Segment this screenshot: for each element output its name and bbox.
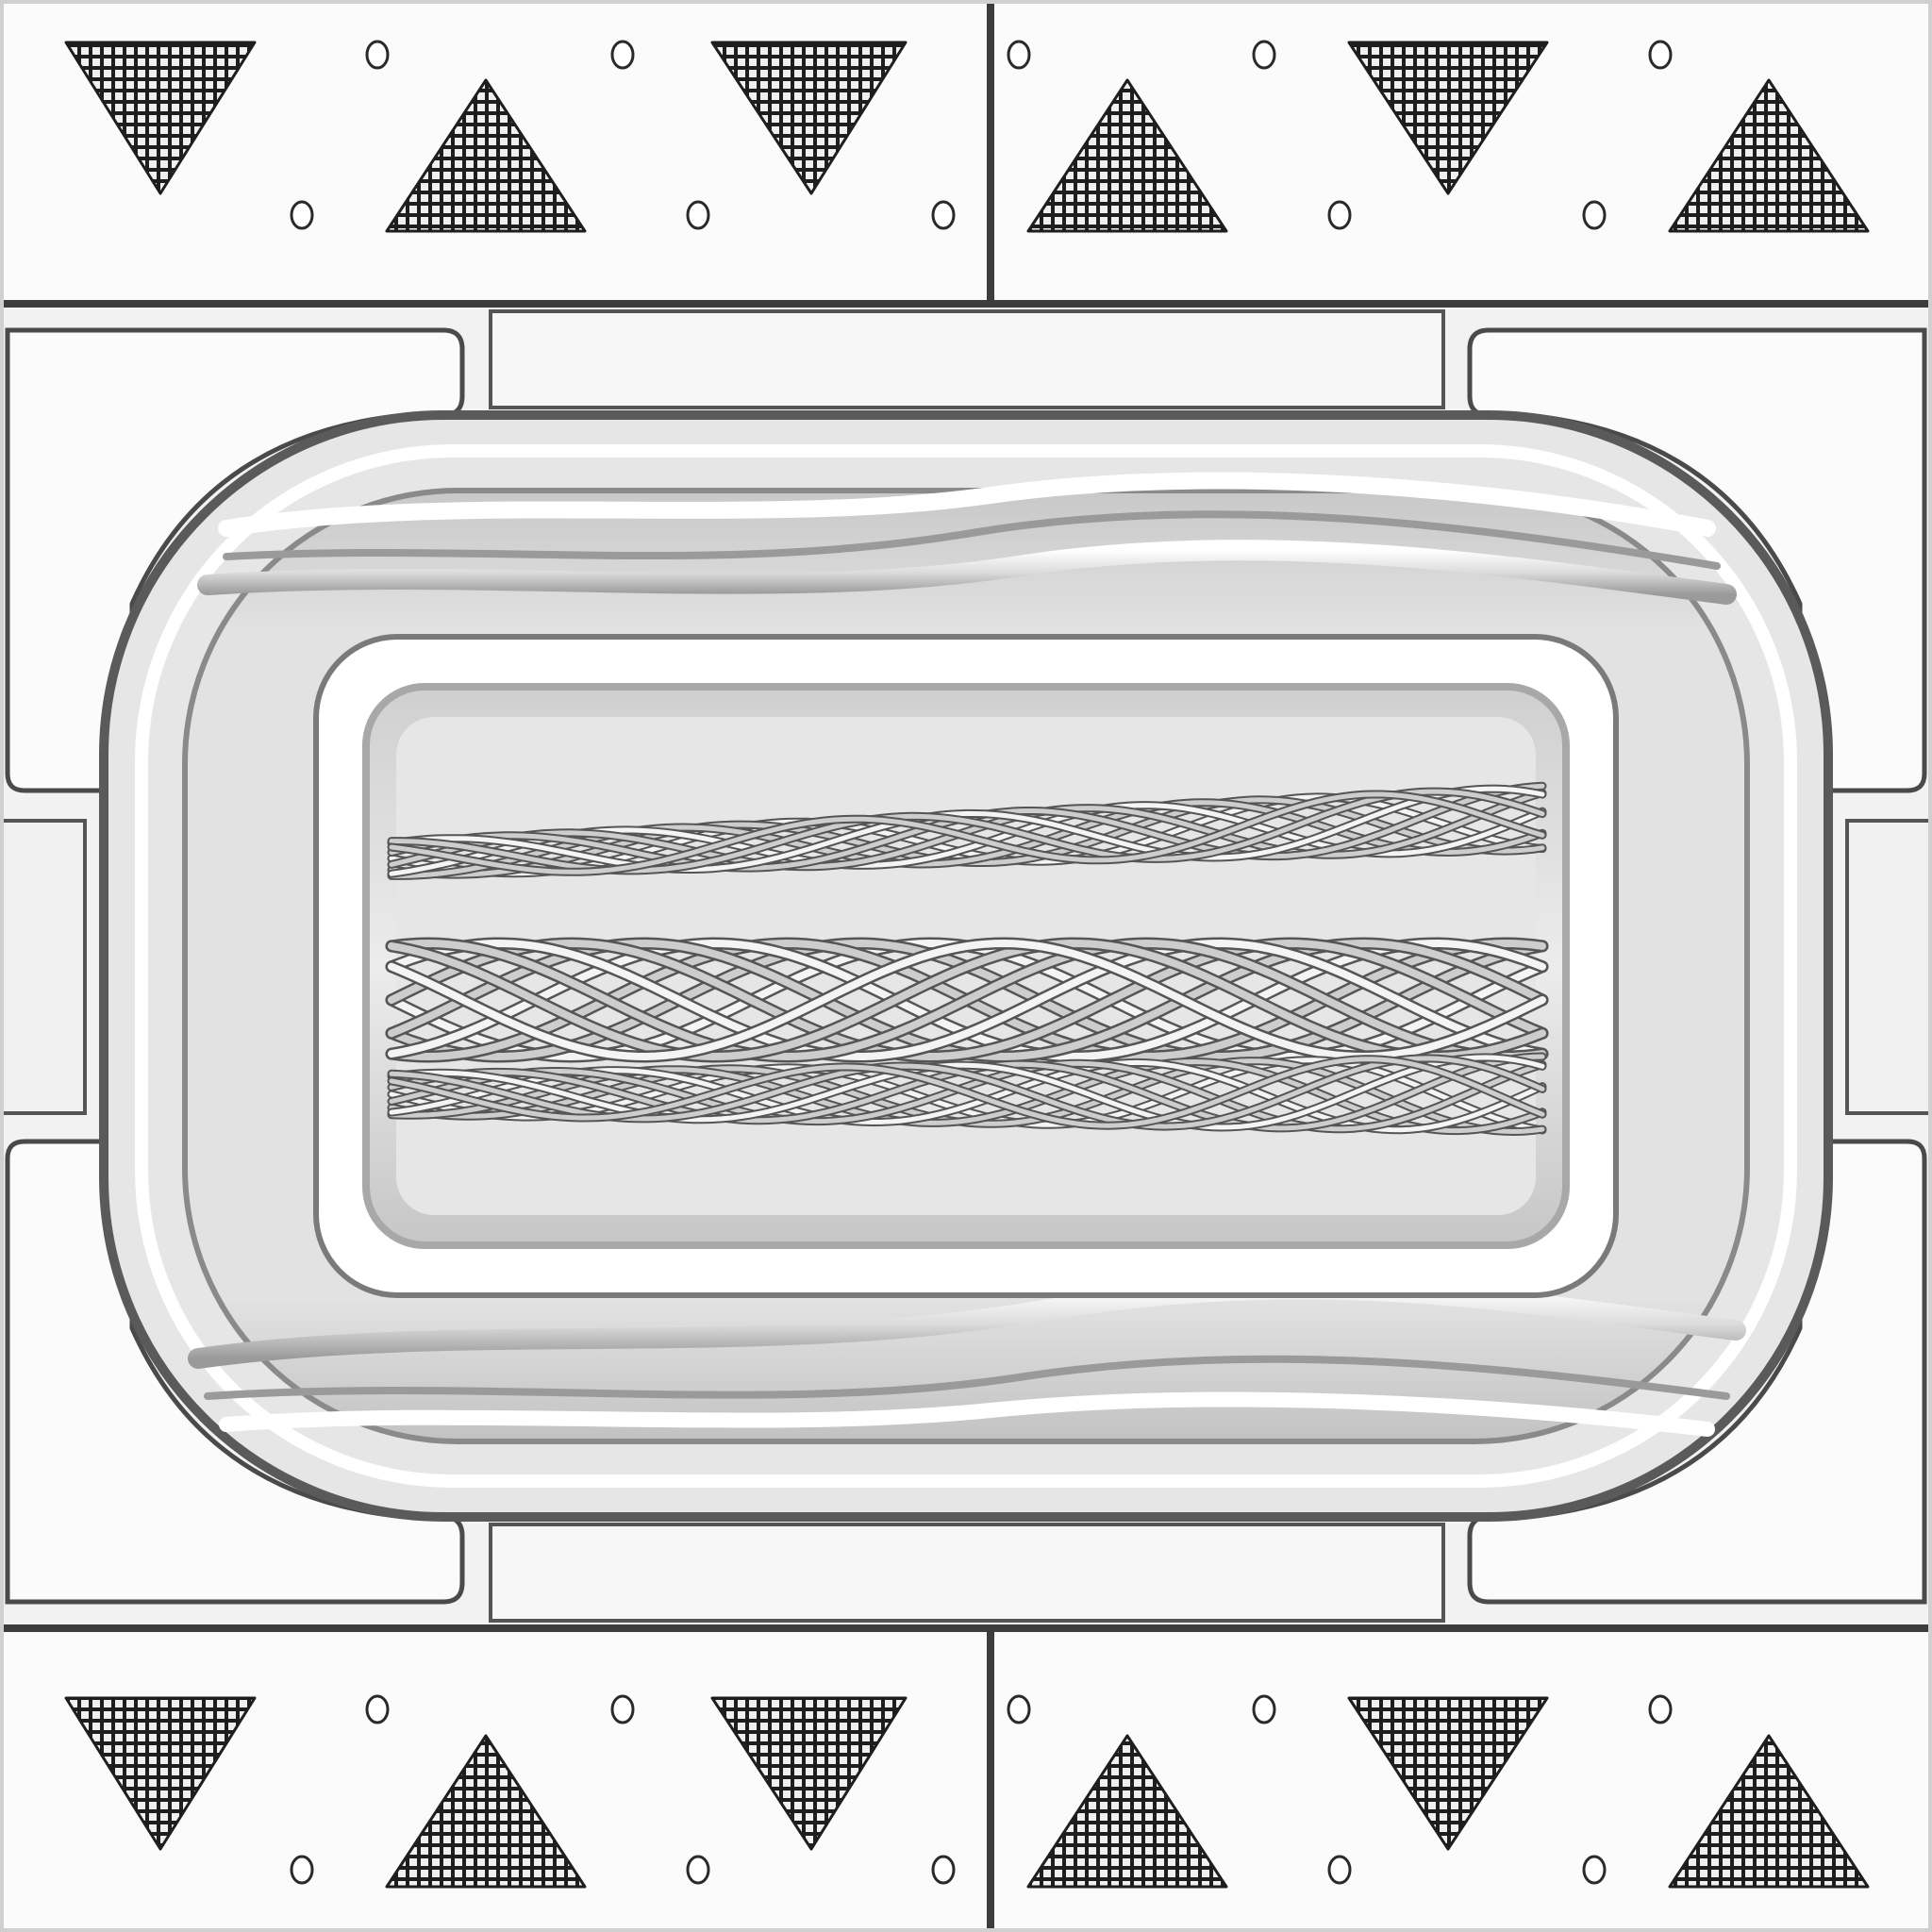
mesh-triangle-icon bbox=[64, 41, 257, 195]
rivet-icon bbox=[1582, 1855, 1607, 1885]
rivet-icon bbox=[365, 1694, 390, 1724]
mesh-triangle-icon bbox=[64, 1696, 257, 1851]
mesh-triangle-icon bbox=[1026, 1734, 1228, 1889]
rivet-icon bbox=[1648, 1694, 1673, 1724]
bundle-lower bbox=[387, 1052, 1547, 1137]
mesh-triangle-icon bbox=[710, 1696, 908, 1851]
rivet-icon bbox=[610, 40, 635, 70]
mesh-triangles-bottom bbox=[64, 1696, 1870, 1889]
rivet-icon bbox=[1648, 40, 1673, 70]
rivet-icon bbox=[290, 200, 314, 230]
rivet-icon bbox=[1327, 200, 1352, 230]
rivet-icon bbox=[686, 1855, 710, 1885]
rivets bbox=[290, 40, 1673, 1885]
cable-strand bbox=[389, 786, 1545, 872]
cable-strand bbox=[388, 939, 1546, 1061]
rivet-icon bbox=[931, 1855, 956, 1885]
mesh-triangles-top bbox=[64, 41, 1870, 233]
cable-strand bbox=[389, 1060, 1545, 1132]
rivet-icon bbox=[1252, 40, 1276, 70]
cable-strand bbox=[388, 939, 1546, 1061]
rivet-icon bbox=[931, 200, 956, 230]
cable-bundles bbox=[385, 781, 1549, 1137]
panel-band-bottom bbox=[0, 1624, 1932, 1932]
bundle-upper bbox=[387, 781, 1547, 880]
mesh-triangle-icon bbox=[1668, 78, 1870, 233]
rivet-icon bbox=[1327, 1855, 1352, 1885]
rivet-icon bbox=[1252, 1694, 1276, 1724]
cable-strand bbox=[389, 1055, 1545, 1130]
rivet-icon bbox=[1007, 40, 1031, 70]
rivet-icon bbox=[610, 1694, 635, 1724]
mesh-triangle-icon bbox=[385, 1734, 587, 1889]
cable-strand bbox=[389, 791, 1545, 874]
cable-strand bbox=[389, 1057, 1545, 1128]
rivet-icon bbox=[365, 40, 390, 70]
cable-strand bbox=[389, 1056, 1545, 1129]
mesh-triangle-icon bbox=[1026, 78, 1228, 233]
mesh-triangle-icon bbox=[710, 41, 908, 195]
rivet-icon bbox=[1582, 200, 1607, 230]
panel-band-top bbox=[0, 0, 1932, 308]
cable-strand bbox=[388, 939, 1546, 1061]
mesh-triangle-icon bbox=[1347, 41, 1549, 195]
cable-strand bbox=[389, 791, 1545, 870]
tray-grooves bbox=[188, 472, 1746, 1437]
mesh-triangle-icon bbox=[1347, 1696, 1549, 1851]
rivet-icon bbox=[290, 1855, 314, 1885]
rivet-icon bbox=[686, 200, 710, 230]
mesh-triangle-icon bbox=[385, 78, 587, 233]
mesh-triangle-icon bbox=[1668, 1734, 1870, 1889]
rivet-icon bbox=[1007, 1694, 1031, 1724]
cable-strand bbox=[388, 939, 1546, 1061]
